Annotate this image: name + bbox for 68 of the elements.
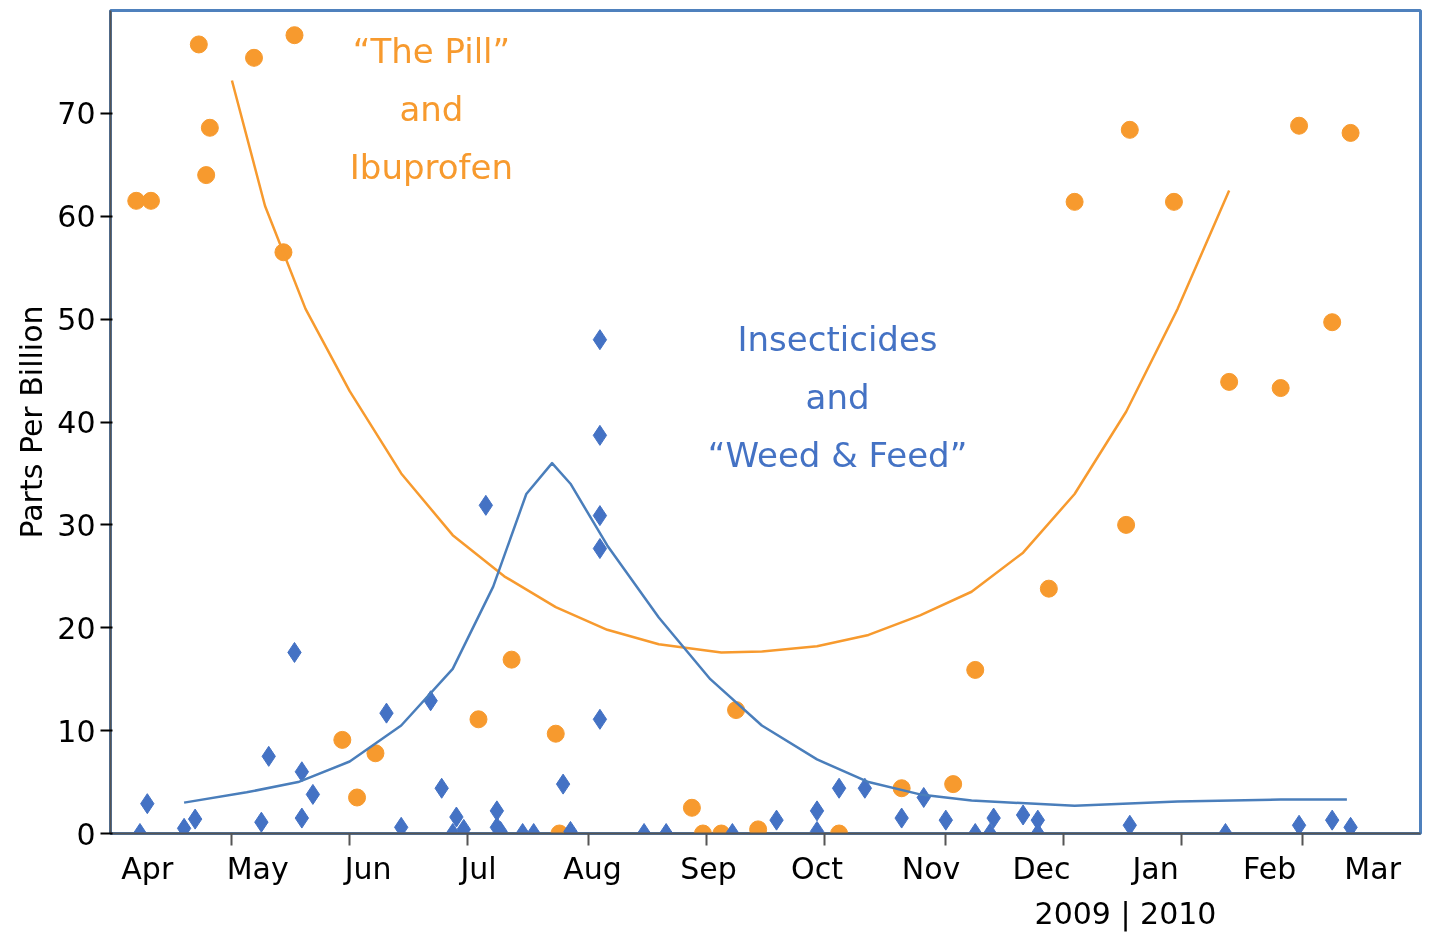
x-tick-label: Apr <box>121 850 174 886</box>
point <box>502 650 521 669</box>
point <box>294 807 310 829</box>
point <box>305 783 321 805</box>
text: Insecticides and “Weed & Feed” <box>707 319 968 476</box>
point <box>1015 804 1031 826</box>
point <box>141 191 160 210</box>
x-tick-label: Jun <box>342 850 392 886</box>
point <box>546 724 565 743</box>
point <box>682 798 701 817</box>
point <box>200 118 219 137</box>
point <box>187 808 203 830</box>
point <box>333 730 352 749</box>
point <box>127 191 146 210</box>
line-series <box>230 79 1231 654</box>
point <box>294 761 310 783</box>
point <box>1065 192 1084 211</box>
x-tick-label: May <box>226 850 289 886</box>
x-tick-label: Oct <box>791 850 844 886</box>
x-tick-label: Dec <box>1012 850 1071 886</box>
point <box>592 538 608 560</box>
x-tick-label: Mar <box>1344 850 1402 886</box>
text: 2009 | 2010 <box>1034 895 1217 932</box>
point <box>592 505 608 527</box>
point <box>489 800 505 822</box>
point <box>1290 116 1309 135</box>
point <box>1291 814 1307 834</box>
y-tick-label: 60 <box>57 199 96 235</box>
point <box>944 775 963 794</box>
point <box>1341 123 1360 142</box>
series-label: “The Pill” and Ibuprofen <box>349 31 514 188</box>
x-tick-label: Jan <box>1130 850 1179 886</box>
x-tick-label: Feb <box>1243 850 1297 886</box>
point <box>1271 379 1290 398</box>
y-tick-label: 10 <box>57 713 96 749</box>
point <box>1164 192 1183 211</box>
point <box>592 708 608 730</box>
point <box>966 660 985 679</box>
point <box>831 777 847 799</box>
point <box>809 800 825 822</box>
point <box>189 35 208 54</box>
y-tick-label: 0 <box>76 816 96 852</box>
point <box>857 777 873 799</box>
y-tick-label: 30 <box>57 507 96 543</box>
point <box>592 329 608 351</box>
point <box>348 788 367 807</box>
point <box>197 166 216 185</box>
y-tick-label: 50 <box>57 302 96 338</box>
point <box>366 744 385 763</box>
y-tick-label: 40 <box>57 405 96 440</box>
y-tick-label: 70 <box>57 96 96 132</box>
point <box>1120 120 1139 139</box>
point <box>1039 579 1058 598</box>
x-tick-label: Nov <box>901 850 961 886</box>
point <box>592 424 608 446</box>
point <box>1117 515 1136 534</box>
point <box>1122 814 1137 834</box>
x-tick-label: Aug <box>563 850 622 886</box>
x-tick-label: Sep <box>680 850 737 886</box>
point <box>469 710 488 729</box>
y-tick-label: 20 <box>57 610 96 646</box>
point <box>1323 313 1342 332</box>
point <box>555 773 571 795</box>
point <box>285 26 304 45</box>
y-axis-title: Parts Per Billion <box>14 305 50 539</box>
point <box>245 48 264 67</box>
x-tick-label: Jul <box>458 850 497 886</box>
point <box>1220 372 1239 391</box>
